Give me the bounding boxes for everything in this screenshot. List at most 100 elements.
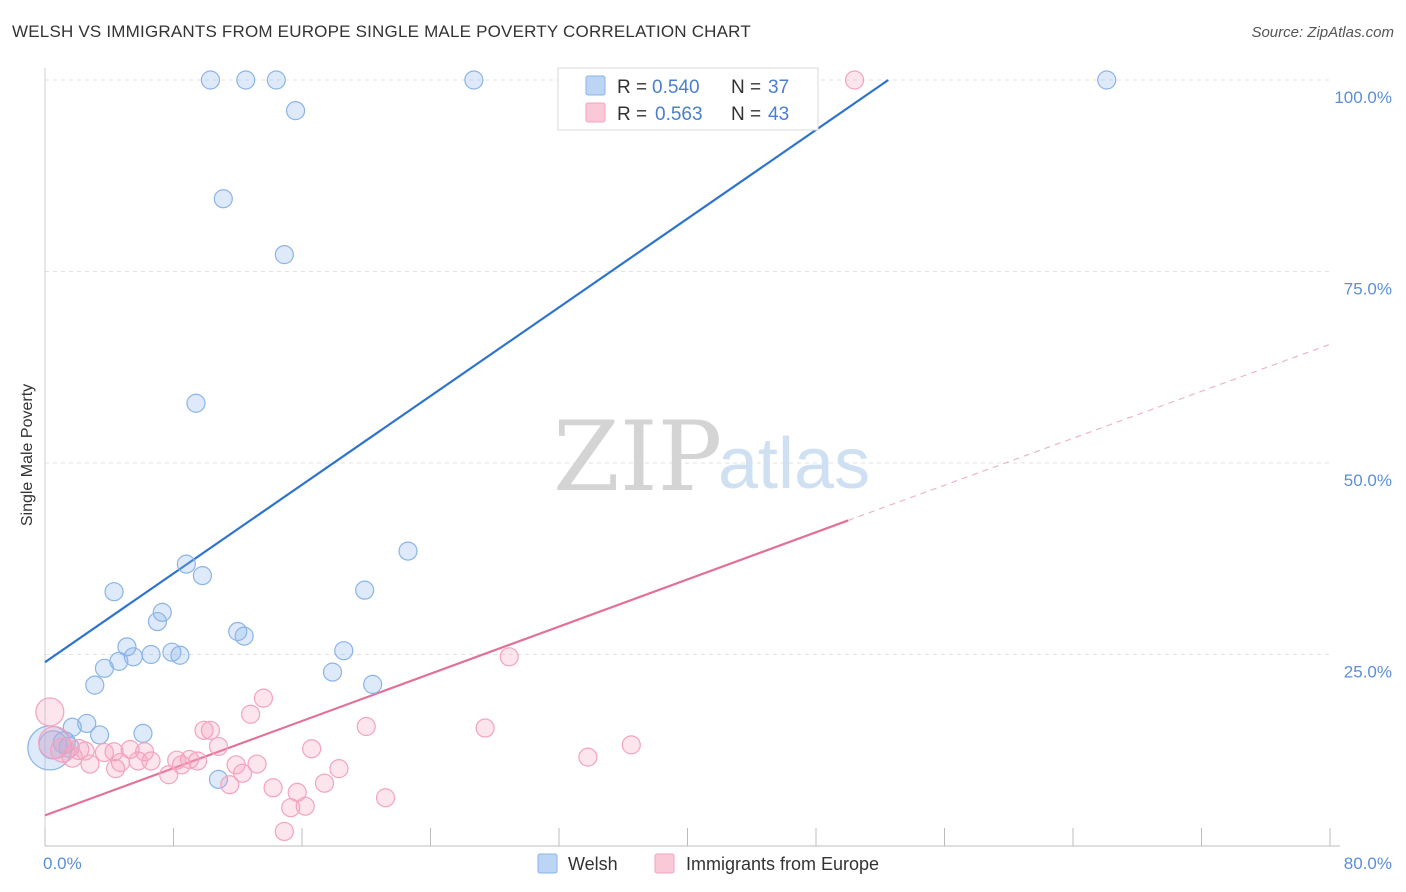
y-tick-labels: 25.0% 50.0% 75.0% 100.0% [1334, 88, 1392, 682]
point-0-30 [285, 101, 306, 121]
watermark: ZIP atlas [553, 401, 870, 513]
point-0-32 [334, 641, 354, 661]
point-0-9 [104, 582, 124, 602]
legend-swatch-immigrants [585, 102, 606, 123]
point-0-21 [192, 566, 213, 586]
point-1-28 [253, 688, 274, 708]
point-0-31 [322, 662, 343, 682]
point-0-28 [266, 70, 286, 90]
data-points [27, 70, 1117, 842]
point-0-22 [200, 70, 221, 90]
x-tick-label-1: 80.0% [1344, 854, 1392, 873]
point-1-34 [302, 739, 322, 759]
bottom-legend-label-immigrants: Immigrants from Europe [686, 854, 879, 874]
point-1-14 [141, 751, 161, 771]
point-0-36 [464, 70, 484, 90]
point-1-15 [159, 765, 179, 785]
point-1-29 [263, 778, 283, 798]
x-tick-label-0: 0.0% [43, 854, 82, 873]
legend-swatch-welsh [585, 75, 606, 96]
point-1-39 [475, 718, 495, 738]
point-1-11 [120, 739, 140, 760]
legend: R = 0.540 N = 37 R = 0.563 N = 43 [557, 67, 819, 131]
point-0-19 [176, 554, 196, 574]
x-tick-labels: 0.0% 80.0% [43, 854, 1392, 873]
trend-line-1 [44, 519, 849, 817]
point-0-23 [208, 769, 229, 789]
point-1-21 [200, 720, 221, 740]
point-1-27 [247, 754, 267, 774]
point-1-38 [375, 788, 396, 808]
point-0-15 [147, 611, 168, 632]
trend-line-dashed-1 [847, 343, 1331, 522]
legend-n-label-immigrants: N = [731, 104, 761, 125]
point-0-20 [186, 393, 206, 413]
trend-line-0 [44, 79, 889, 664]
point-1-33 [295, 796, 315, 816]
point-1-30 [274, 821, 294, 842]
point-0-34 [363, 674, 383, 694]
point-0-35 [398, 541, 418, 561]
y-tick-label-2: 75.0% [1344, 280, 1392, 299]
point-1-42 [621, 735, 641, 755]
y-tick-label-1: 50.0% [1344, 471, 1392, 490]
y-tick-label-0: 25.0% [1344, 663, 1392, 682]
point-1-6 [80, 754, 100, 774]
point-0-27 [236, 70, 256, 90]
point-0-26 [234, 626, 254, 646]
point-0-11 [117, 637, 137, 657]
point-1-25 [232, 763, 253, 783]
legend-n-value-immigrants: 43 [768, 104, 789, 125]
legend-r-value-immigrants: 0.563 [655, 104, 703, 125]
point-1-40 [499, 647, 519, 667]
point-1-0 [35, 697, 65, 727]
point-0-7 [85, 675, 105, 695]
point-0-18 [170, 645, 190, 665]
legend-n-value-welsh: 37 [768, 77, 789, 98]
point-0-5 [77, 713, 97, 734]
bottom-legend-label-welsh: Welsh [568, 854, 618, 874]
bottom-legend-swatch-immigrants [654, 853, 675, 874]
point-0-10 [109, 651, 129, 671]
watermark-atlas: atlas [718, 424, 870, 504]
point-1-2 [50, 737, 76, 763]
axes [44, 68, 1340, 847]
source-label: Source: ZipAtlas.com [1251, 24, 1394, 41]
point-0-29 [274, 245, 294, 265]
gridlines [45, 79, 1330, 655]
point-0-14 [141, 644, 161, 665]
point-1-41 [578, 747, 598, 767]
point-0-24 [213, 189, 233, 209]
point-0-6 [90, 725, 110, 745]
point-1-35 [314, 773, 335, 793]
y-tick-label-3: 100.0% [1334, 88, 1392, 107]
trend-lines [44, 79, 1331, 817]
bottom-legend: Welsh Immigrants from Europe [537, 853, 879, 874]
point-1-4 [68, 738, 90, 761]
point-1-36 [329, 759, 349, 779]
chart-title: WELSH VS IMMIGRANTS FROM EUROPE SINGLE M… [12, 22, 751, 41]
point-0-37 [1097, 70, 1117, 90]
point-1-8 [104, 742, 124, 762]
point-1-22 [208, 736, 229, 757]
point-0-4 [62, 717, 82, 737]
point-1-20 [194, 720, 214, 740]
point-1-26 [241, 704, 261, 724]
point-1-23 [220, 775, 240, 795]
point-1-19 [187, 751, 208, 771]
legend-r-label-immigrants: R = [617, 104, 647, 125]
legend-r-label-welsh: R = [617, 77, 647, 98]
point-1-7 [94, 742, 115, 763]
point-1-43 [844, 70, 865, 90]
point-0-16 [152, 602, 172, 622]
point-1-18 [179, 749, 200, 770]
legend-r-value-welsh: 0.540 [652, 77, 700, 98]
bottom-legend-swatch-welsh [537, 853, 558, 874]
point-0-13 [133, 723, 153, 743]
watermark-zip: ZIP [553, 401, 722, 513]
point-0-12 [123, 647, 143, 667]
legend-n-label-welsh: N = [731, 77, 761, 98]
point-0-33 [355, 580, 375, 600]
point-1-37 [356, 716, 376, 737]
